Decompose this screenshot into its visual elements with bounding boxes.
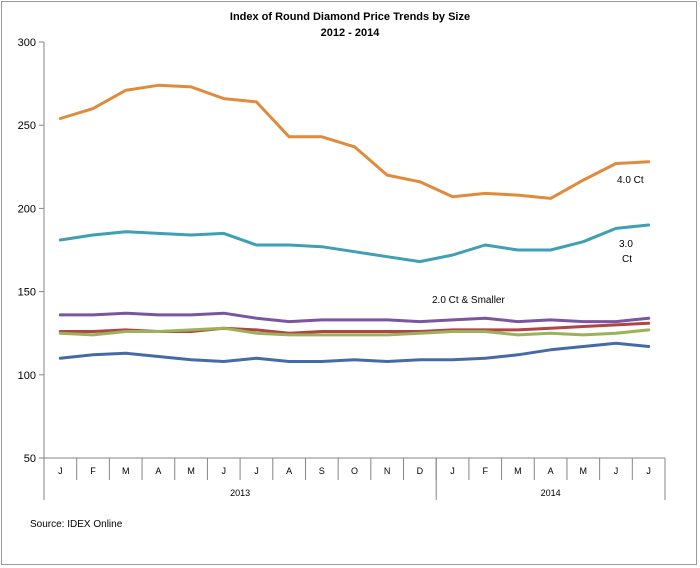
source-note: Source: IDEX Online bbox=[30, 519, 123, 530]
x-tick-label: J bbox=[450, 466, 455, 476]
series-label: 3.0 bbox=[619, 239, 633, 250]
x-tick-label: D bbox=[417, 466, 424, 476]
chart-title: Index of Round Diamond Price Trends by S… bbox=[229, 11, 471, 23]
y-tick-label: 150 bbox=[18, 287, 36, 299]
x-tick-label: S bbox=[319, 466, 325, 476]
y-tick-label: 200 bbox=[18, 203, 36, 215]
year-group-label: 2014 bbox=[541, 488, 561, 498]
y-tick-label: 100 bbox=[18, 370, 36, 382]
x-tick-label: N bbox=[384, 466, 391, 476]
x-tick-label: F bbox=[90, 466, 96, 476]
x-tick-label: J bbox=[222, 466, 227, 476]
y-tick-label: 250 bbox=[18, 120, 36, 132]
x-tick-label: M bbox=[514, 466, 522, 476]
x-tick-label: O bbox=[351, 466, 358, 476]
x-tick-label: J bbox=[614, 466, 619, 476]
x-tick-label: F bbox=[482, 466, 488, 476]
x-tick-label: A bbox=[286, 466, 292, 476]
x-tick-label: J bbox=[646, 466, 651, 476]
x-tick-label: A bbox=[548, 466, 554, 476]
series-line-2 bbox=[58, 223, 651, 264]
y-tick-label: 50 bbox=[24, 453, 36, 465]
x-tick-label: J bbox=[58, 466, 63, 476]
year-group-label: 2013 bbox=[230, 488, 250, 498]
x-tick-label: M bbox=[187, 466, 195, 476]
y-tick-label: 300 bbox=[18, 37, 36, 49]
series-line-6 bbox=[58, 341, 651, 363]
series-line-1 bbox=[58, 83, 651, 200]
series-line-5 bbox=[58, 326, 651, 337]
series-label: 4.0 Ct bbox=[617, 175, 644, 186]
x-tick-label: J bbox=[254, 466, 259, 476]
series-line-3 bbox=[58, 311, 651, 324]
series-label: Ct bbox=[622, 254, 632, 265]
x-tick-label: M bbox=[122, 466, 130, 476]
chart-subtitle: 2012 - 2014 bbox=[320, 27, 380, 39]
x-tick-label: M bbox=[580, 466, 588, 476]
series-label: 2.0 Ct & Smaller bbox=[432, 295, 505, 306]
x-tick-label: A bbox=[155, 466, 161, 476]
